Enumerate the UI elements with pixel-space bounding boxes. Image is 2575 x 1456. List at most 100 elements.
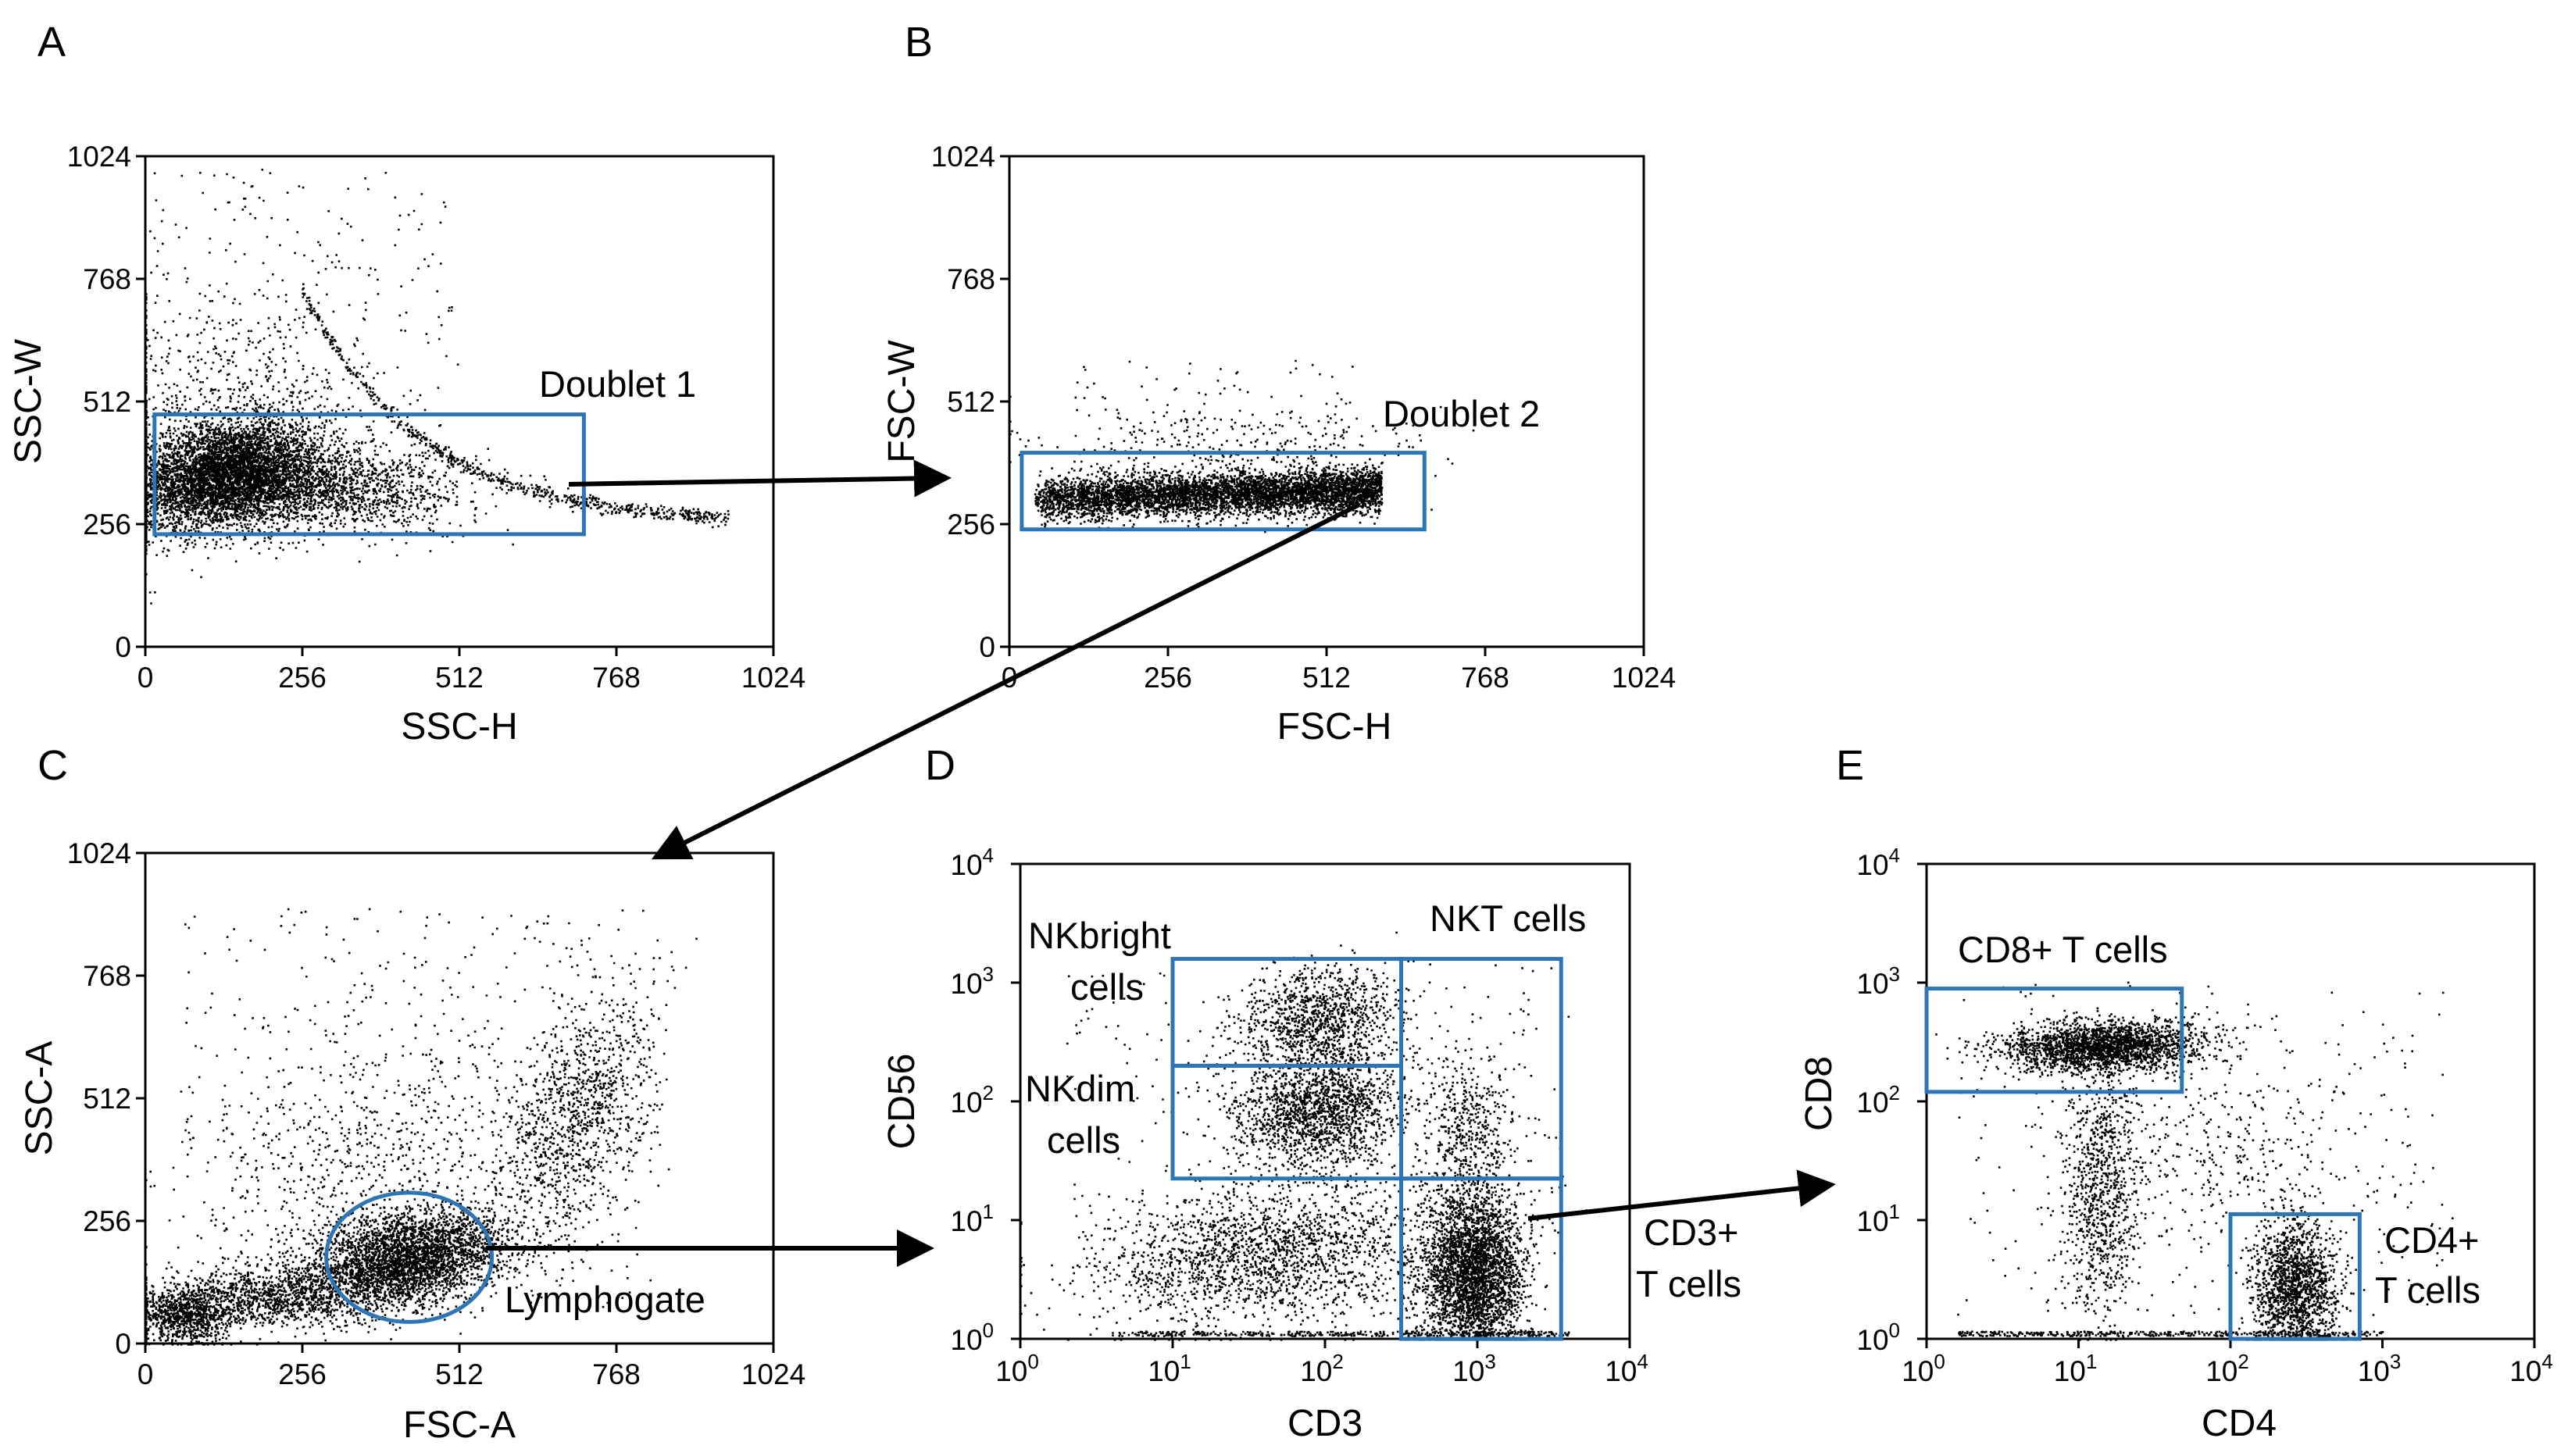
gate-label-nkbright-line2: cells: [1070, 966, 1144, 1008]
panel-b-xlabel: FSC-H: [1277, 706, 1392, 748]
panel-d-xtick-label: 102: [1300, 1350, 1344, 1387]
gate-label-nkt: NKT cells: [1430, 898, 1586, 939]
panel-a-ytick-label: 0: [115, 631, 131, 663]
panel-b-xtick-label: 256: [1144, 662, 1192, 694]
panel-c-xtick-label: 768: [592, 1358, 641, 1390]
dotsC-dots: [145, 908, 698, 1346]
arrow-b-to-c: [651, 502, 1361, 860]
panel-a-ytick-label: 1024: [67, 141, 131, 173]
panel-a-xtick-label: 256: [278, 662, 327, 694]
panel-b-xtick-label: 1024: [1612, 662, 1676, 694]
panel-d-ytick-label: 100: [950, 1319, 994, 1356]
panel-letter-d: D: [925, 742, 955, 789]
panel-e-events: [1935, 981, 2454, 1341]
dotsB-dots: [1009, 359, 1475, 534]
panel-letter-e: E: [1836, 742, 1864, 789]
gate-label-nkbright-line1: NKbright: [1028, 915, 1171, 956]
panel-c-xtick-label: 1024: [741, 1358, 805, 1390]
panel-e-xtick-label: 100: [1902, 1350, 1945, 1387]
gate-lymphogate: [324, 1190, 495, 1324]
panel-a-ytick-label: 768: [83, 263, 131, 295]
panel-d-gate-cd3-t-cells: [1399, 1176, 1563, 1341]
panel-a-xlabel: SSC-H: [401, 706, 517, 748]
panel-d-ytick-label: 104: [950, 844, 994, 881]
panel-c-xtick-label: 0: [138, 1358, 154, 1390]
gate-label-cd8t: CD8+ T cells: [1958, 929, 2168, 970]
panel-c-ytick-label: 1024: [67, 837, 131, 869]
panel-d-ylabel: CD56: [881, 1054, 923, 1150]
dotsD-dots: [1020, 931, 1588, 1341]
panel-d-xtick-label: 103: [1452, 1350, 1496, 1387]
panel-letter-c: C: [38, 742, 68, 789]
panel-c-lymphocyte-scatter: 0 256 512 768 1024 0 256 512 768 1024 FSC-A SSC-A…: [19, 837, 805, 1446]
panel-d-xtick-label: 100: [995, 1350, 1039, 1387]
panel-e-ytick-label: 101: [1856, 1200, 1900, 1237]
panel-c-frame: [144, 851, 775, 1345]
panel-e-xtick-label: 101: [2054, 1350, 2098, 1387]
panel-e-ytick-label: 104: [1856, 844, 1900, 881]
gate-label-nkdim-line2: cells: [1047, 1119, 1120, 1161]
panel-e-xlabel: CD4: [2202, 1403, 2277, 1444]
panel-e-ylabel: CD8: [1798, 1056, 1840, 1131]
gate-label-cd3-line1: CD3+: [1644, 1212, 1738, 1253]
gate-doublet-1: [152, 412, 586, 537]
panel-a-ylabel: SSC-W: [8, 338, 49, 464]
gate-label-nkdim-line1: NKdim: [1025, 1068, 1135, 1109]
panel-e-xtick-label: 104: [2509, 1350, 2553, 1387]
panel-b-ytick-label: 256: [947, 509, 995, 541]
panel-d-xlabel: CD3: [1288, 1403, 1362, 1444]
panel-c-ytick-label: 0: [115, 1328, 131, 1360]
panel-e-xtick-label: 102: [2205, 1350, 2249, 1387]
panel-b-ytick-label: 768: [947, 263, 995, 295]
panel-e-gates: [1924, 987, 2362, 1341]
panel-c-xtick-label: 512: [435, 1358, 484, 1390]
dotsE-dots: [1935, 981, 2454, 1341]
panel-a-xtick-label: 0: [138, 662, 154, 694]
panel-b-ytick-label: 512: [947, 386, 995, 418]
gate-label-lymphogate: Lymphogate: [505, 1279, 705, 1320]
panel-d-events: [1020, 931, 1588, 1341]
panel-d-ytick-label: 103: [950, 962, 994, 1000]
panel-c-ylabel: SSC-A: [19, 1041, 60, 1156]
gate-label-doublet-2: Doublet 2: [1383, 393, 1540, 434]
panel-e-ytick-label: 102: [1856, 1081, 1900, 1119]
panel-letter-b: B: [905, 19, 933, 66]
panel-e-ticks: 100 101 102 103 104 100 101 102 103 104: [1856, 844, 2552, 1387]
panel-e-xtick-label: 103: [2358, 1350, 2402, 1387]
panel-e-gate-cd4-t-cells: [2228, 1212, 2362, 1341]
panel-a-ticks: 0 256 512 768 1024 0 256 512 768 1024: [67, 141, 805, 694]
panel-b-ytick-label: 0: [979, 631, 995, 663]
panel-letter-a: A: [38, 19, 66, 66]
panel-d-gates: [1170, 957, 1563, 1341]
arrow-d-to-e: [1527, 1169, 1836, 1221]
panel-a-ytick-label: 256: [83, 509, 131, 541]
panel-d-ticks: 100 101 102 103 104 100 101 102 103 104: [950, 844, 1648, 1387]
panel-c-ytick-label: 256: [83, 1205, 131, 1237]
panel-e-ytick-label: 100: [1856, 1319, 1900, 1356]
panel-c-xlabel: FSC-A: [403, 1404, 516, 1446]
gate-label-cd3-line2: T cells: [1636, 1263, 1741, 1304]
panel-a-ssc-scatter: 0 256 512 768 1024 0 256 512 768 1024 SSC-H SSC-W…: [8, 141, 805, 748]
panel-d-gate-nkt-cells: [1399, 957, 1563, 1181]
gate-doublet-2: [1020, 451, 1427, 532]
gate-label-cd4-line2: T cells: [2375, 1269, 2480, 1311]
arrow-a-to-b: [568, 459, 952, 498]
gate-label-cd4-line1: CD4+: [2384, 1219, 2479, 1261]
panel-b-xtick-label: 768: [1461, 662, 1509, 694]
panel-c-ytick-label: 768: [83, 960, 131, 992]
panel-c-events: [145, 908, 698, 1346]
panel-d-ytick-label: 101: [950, 1200, 994, 1237]
panel-a-events: [145, 168, 730, 605]
panel-a-xtick-label: 768: [592, 662, 641, 694]
panel-e-gate-cd8-t-cells: [1924, 987, 2184, 1094]
panel-d-xtick-label: 104: [1605, 1350, 1648, 1387]
panel-e-ytick-label: 103: [1856, 962, 1900, 1000]
panel-b-events: [1009, 359, 1475, 534]
panel-a-ytick-label: 512: [83, 386, 131, 418]
panel-a-xtick-label: 512: [435, 662, 484, 694]
panel-b-ylabel: FSC-W: [881, 340, 923, 463]
panel-b-ytick-label: 1024: [931, 141, 995, 173]
